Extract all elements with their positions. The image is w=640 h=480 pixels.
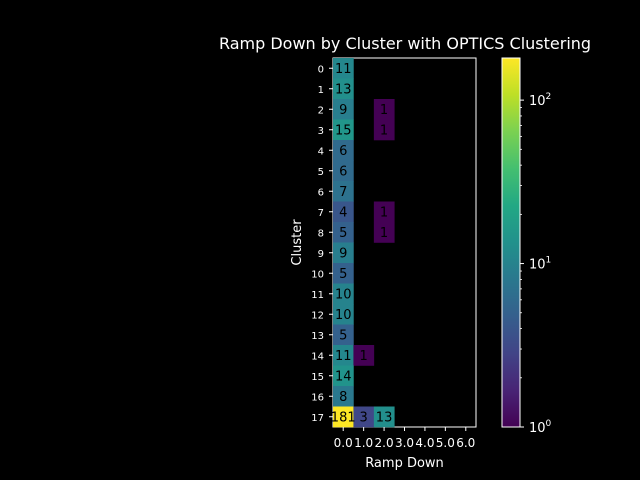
heatmap-cell	[333, 283, 354, 305]
y-tick-label: 8	[318, 228, 324, 239]
x-tick-label: 4.0	[415, 436, 434, 450]
colorbar-tick-label: 101	[529, 256, 551, 273]
y-tick-label: 14	[311, 351, 324, 362]
cell-value-label: 9	[339, 103, 347, 118]
heatmap-cell	[333, 181, 354, 202]
heatmap-cell	[333, 222, 354, 243]
y-tick-label: 6	[318, 187, 324, 198]
y-tick-label: 7	[318, 208, 324, 219]
heatmap-cell	[333, 324, 354, 346]
cell-value-label: 181	[331, 410, 356, 425]
heatmap-cell	[333, 58, 354, 79]
heatmap-cell	[333, 78, 354, 100]
cell-value-label: 5	[339, 226, 347, 241]
x-tick-label: 0.0	[334, 436, 353, 450]
cell-value-label: 1	[380, 205, 388, 220]
x-tick-label: 2.0	[375, 436, 394, 450]
x-tick-label: 6.0	[456, 436, 475, 450]
heatmap-cell	[373, 406, 395, 428]
colorbar-ticks: 100 101 102	[520, 92, 552, 436]
cell-value-label: 8	[339, 390, 347, 405]
heatmap-cell	[373, 99, 395, 120]
heatmap-cell	[333, 201, 354, 223]
x-tick-label: 1.0	[354, 436, 373, 450]
y-tick-label: 5	[318, 167, 324, 178]
cell-value-label: 15	[335, 123, 352, 138]
heatmap-cells	[333, 58, 395, 428]
heatmap-cell	[333, 365, 354, 387]
heatmap-cell	[333, 160, 354, 182]
heatmap-cell	[333, 263, 354, 284]
heatmap-cell	[333, 345, 354, 366]
heatmap-cell	[333, 140, 354, 161]
y-tick-label: 0	[318, 64, 324, 75]
cell-value-label: 1	[380, 123, 388, 138]
heatmap-cell	[333, 119, 354, 141]
y-tick-label: 3	[318, 126, 324, 137]
y-tick-label: 2	[318, 105, 324, 116]
colorbar-tick-label: 102	[529, 92, 551, 109]
cell-value-label: 4	[339, 205, 347, 220]
y-tick-label: 17	[311, 413, 324, 424]
y-axis-label: Cluster	[290, 219, 305, 266]
cell-value-label: 3	[360, 410, 368, 425]
x-tick-label: 3.0	[395, 436, 414, 450]
cell-value-label: 5	[339, 328, 347, 343]
y-tick-label: 10	[311, 269, 324, 280]
x-axis-ticks: 0.0 1.0 2.0 3.0 4.0 5.0 6.0	[334, 427, 475, 450]
chart-title: Ramp Down by Cluster with OPTICS Cluster…	[219, 34, 591, 53]
plot-area	[332, 57, 477, 428]
cell-value-label: 9	[339, 246, 347, 261]
cell-value-label: 10	[335, 287, 352, 302]
y-tick-label: 13	[311, 331, 324, 342]
heatmap-cell	[333, 242, 354, 264]
y-tick-label: 16	[311, 392, 324, 403]
heatmap-cell	[373, 222, 395, 243]
y-tick-label: 15	[311, 372, 324, 383]
heatmap-cell	[373, 119, 395, 141]
cell-value-label: 6	[339, 144, 347, 159]
cell-value-label: 1	[360, 349, 368, 364]
y-tick-label: 12	[311, 310, 324, 321]
x-tick-label: 5.0	[436, 436, 455, 450]
cell-value-label: 14	[335, 369, 352, 384]
heatmap-cell	[373, 201, 395, 223]
heatmap-cell	[333, 304, 354, 325]
cell-value-label: 11	[335, 349, 352, 364]
heatmap-cell	[353, 345, 375, 366]
y-tick-label: 1	[318, 85, 324, 96]
y-tick-label: 9	[318, 249, 324, 260]
colorbar-tick-label: 100	[529, 419, 552, 436]
cell-value-label: 10	[335, 308, 352, 323]
heatmap-cell	[333, 386, 354, 407]
cell-value-label: 13	[376, 410, 393, 425]
cell-value-label: 13	[335, 82, 352, 97]
x-axis-label: Ramp Down	[365, 456, 444, 471]
heatmap-cell	[353, 406, 375, 428]
colorbar	[501, 57, 521, 428]
cell-value-label: 5	[339, 267, 347, 282]
heatmap-cell	[333, 99, 354, 120]
y-tick-label: 4	[318, 146, 324, 157]
y-tick-label: 11	[311, 290, 324, 301]
cell-value-label: 11	[335, 62, 352, 77]
cell-value-label: 1	[380, 103, 388, 118]
cell-value-label: 6	[339, 164, 347, 179]
cell-value-label: 7	[339, 185, 347, 200]
heatmap-cell	[333, 406, 354, 428]
cell-value-label: 1	[380, 226, 388, 241]
